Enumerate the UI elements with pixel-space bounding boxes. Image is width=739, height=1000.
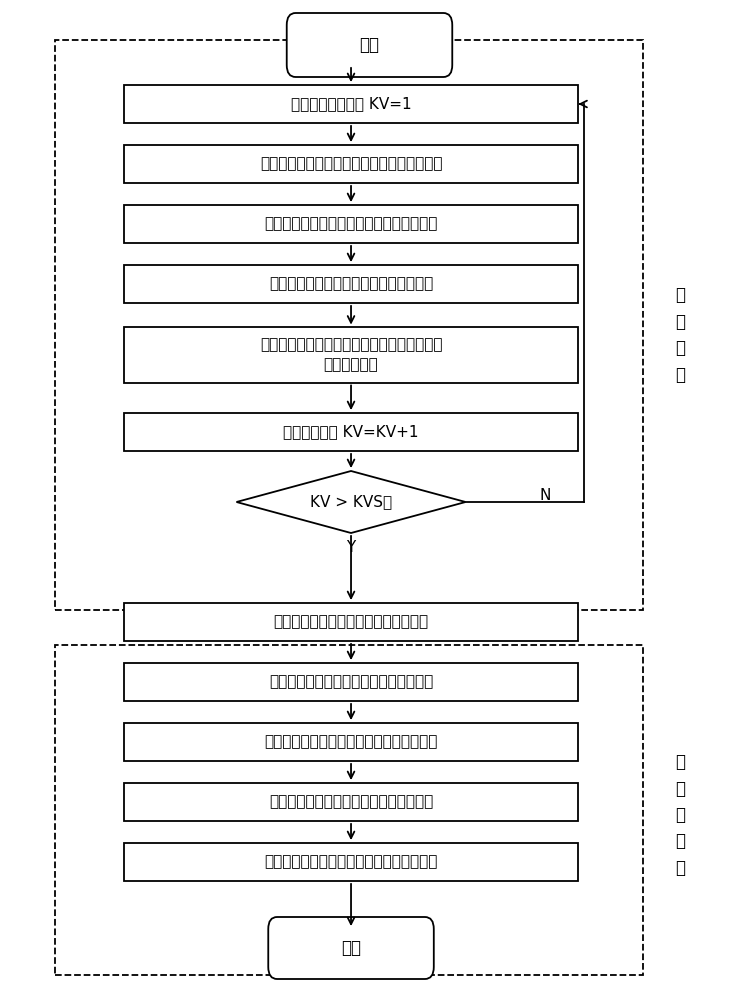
Text: KV > KVS？: KV > KVS？ <box>310 494 392 510</box>
Bar <box>123 603 579 641</box>
Bar <box>123 663 579 701</box>
Text: 根据各母线所连支路数进行母线优化编号: 根据各母线所连支路数进行母线优化编号 <box>269 674 433 690</box>
Bar <box>123 843 579 881</box>
Polygon shape <box>236 471 466 533</box>
Text: 形成反映母线通过支路连接关系的邻接矩阵: 形成反映母线通过支路连接关系的邻接矩阵 <box>265 734 437 750</box>
Text: 调用矩阵准平方法模块，生成全接通矩阵: 调用矩阵准平方法模块，生成全接通矩阵 <box>269 276 433 292</box>
Text: 根据各节点所连闭合开关数进行节点优化编号: 根据各节点所连闭合开关数进行节点优化编号 <box>260 156 442 172</box>
Text: 结束: 结束 <box>341 939 361 957</box>
Text: N: N <box>539 488 551 502</box>
Bar <box>123 328 579 382</box>
Text: Y: Y <box>347 540 355 555</box>
Text: 电
气
岛
分
析: 电 气 岛 分 析 <box>675 753 685 877</box>
Bar <box>55 645 643 975</box>
Bar <box>123 265 579 303</box>
Bar <box>55 40 643 610</box>
Text: 行扫描法分析全接通矩阵，得到所有电气岛: 行扫描法分析全接通矩阵，得到所有电气岛 <box>265 854 437 869</box>
FancyBboxPatch shape <box>287 13 452 77</box>
Text: 设置当前电压等级 KV=1: 设置当前电压等级 KV=1 <box>290 97 412 111</box>
Bar <box>123 145 579 183</box>
Bar <box>123 783 579 821</box>
Bar <box>123 85 579 123</box>
Text: 形成反映节点通过开关连接关系的邻接矩阵: 形成反映节点通过开关连接关系的邻接矩阵 <box>265 217 437 232</box>
Text: 行扫描法分析全接通矩阵，得到当前电压等级
内的所有母线: 行扫描法分析全接通矩阵，得到当前电压等级 内的所有母线 <box>260 338 442 372</box>
Text: 调用矩阵准平方法模块，生成全接通矩阵: 调用矩阵准平方法模块，生成全接通矩阵 <box>269 794 433 810</box>
Text: 当前电压等级 KV=KV+1: 当前电压等级 KV=KV+1 <box>283 424 419 440</box>
Bar <box>123 723 579 761</box>
Text: 母
线
分
析: 母 线 分 析 <box>675 286 685 384</box>
Text: 开始: 开始 <box>359 36 380 54</box>
FancyBboxPatch shape <box>268 917 434 979</box>
Bar <box>123 205 579 243</box>
Bar <box>123 413 579 451</box>
Text: 根据支路两端节点形成母线支路关联表: 根据支路两端节点形成母线支路关联表 <box>273 614 429 630</box>
